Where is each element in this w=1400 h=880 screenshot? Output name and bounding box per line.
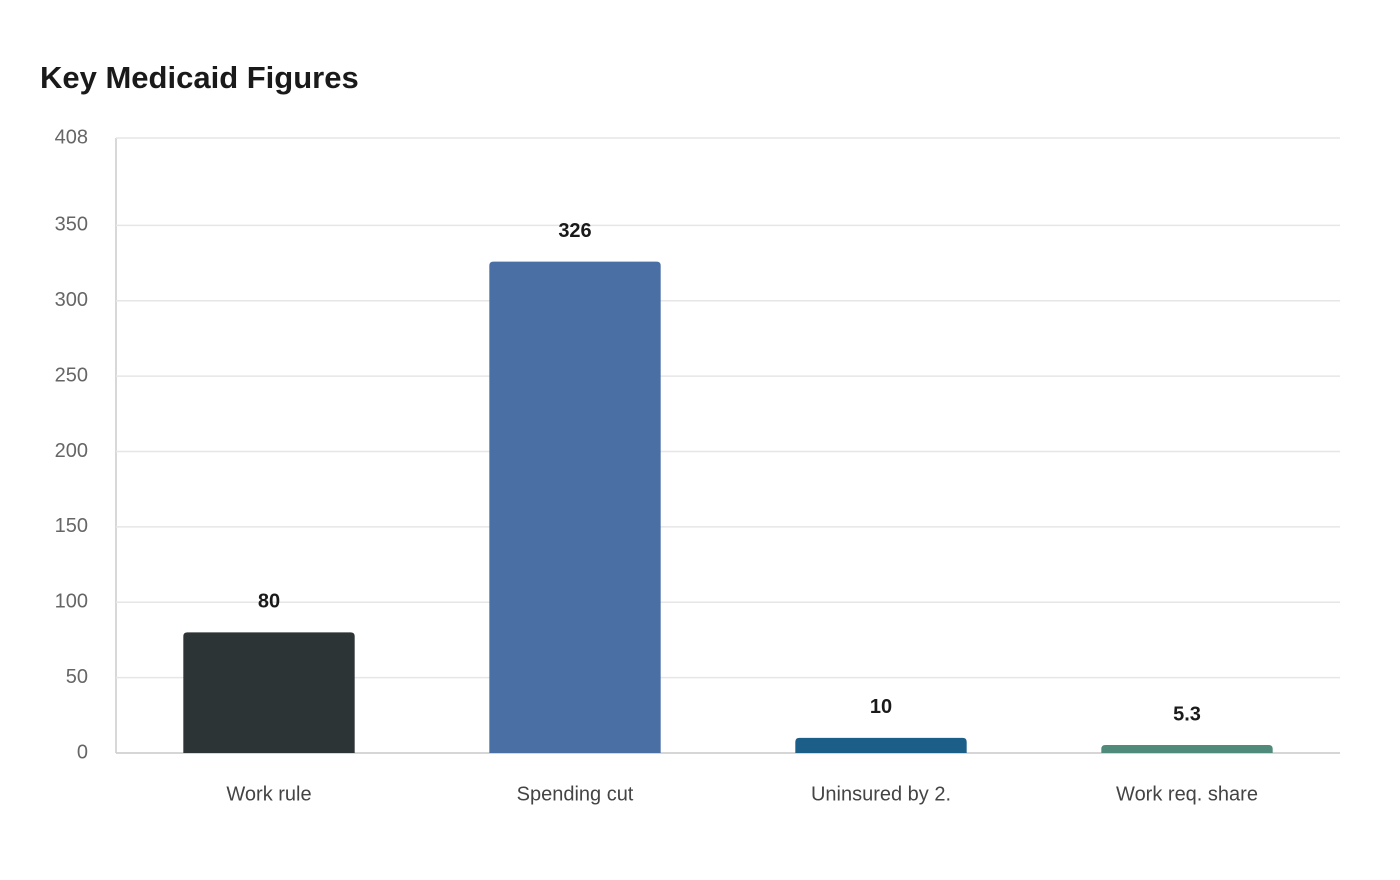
y-tick-label: 408 <box>55 126 88 148</box>
bar <box>1101 745 1273 753</box>
y-tick-label: 0 <box>77 741 88 763</box>
bar <box>795 737 967 753</box>
y-tick-label: 300 <box>55 289 88 311</box>
value-label: 10 <box>870 696 892 718</box>
y-tick-label: 150 <box>55 515 88 537</box>
x-tick-label: Work req. share <box>1116 783 1258 805</box>
x-tick-label: Work rule <box>226 783 311 805</box>
bar <box>183 632 355 753</box>
value-label: 80 <box>258 591 280 613</box>
y-tick-label: 100 <box>55 591 88 613</box>
x-tick-label: Spending cut <box>517 783 634 805</box>
value-label: 5.3 <box>1173 703 1201 725</box>
bar <box>489 261 661 753</box>
chart-title: Key Medicaid Figures <box>40 60 359 95</box>
y-tick-label: 50 <box>66 666 88 688</box>
y-tick-label: 250 <box>55 364 88 386</box>
y-tick-label: 200 <box>55 440 88 462</box>
x-tick-label: Uninsured by 2. <box>811 783 951 805</box>
value-label: 326 <box>558 220 591 242</box>
y-tick-label: 350 <box>55 214 88 236</box>
